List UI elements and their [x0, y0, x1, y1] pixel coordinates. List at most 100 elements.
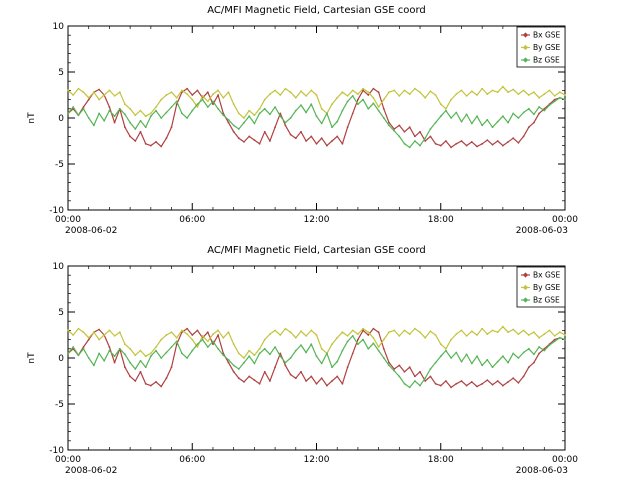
series-marker-bz-gse: [527, 347, 530, 350]
series-marker-by-gse: [341, 331, 344, 334]
series-marker-bx-gse: [253, 379, 256, 381]
series-marker-bx-gse: [253, 139, 256, 142]
series-marker-bz-gse: [351, 95, 354, 97]
series-marker-by-gse: [398, 95, 401, 97]
series-marker-bz-gse: [67, 352, 69, 355]
series-marker-bx-gse: [336, 135, 339, 138]
series-marker-bz-gse: [564, 338, 566, 341]
series-marker-by-gse: [206, 340, 209, 343]
series-marker-bx-gse: [439, 384, 442, 387]
series-marker-bx-gse: [196, 89, 199, 92]
series-marker-by-gse: [419, 331, 421, 334]
series-marker-by-gse: [351, 89, 354, 92]
series-marker-bx-gse: [408, 126, 411, 129]
series-marker-by-gse: [212, 333, 214, 335]
series-marker-bz-gse: [243, 361, 245, 364]
series-marker-bx-gse: [269, 380, 271, 382]
series-marker-by-gse: [170, 91, 173, 94]
series-marker-by-gse: [93, 331, 95, 334]
series-marker-bx-gse: [124, 366, 126, 369]
series-marker-bz-gse: [429, 368, 432, 370]
series-marker-by-gse: [336, 336, 339, 339]
series-marker-bz-gse: [419, 144, 421, 147]
series-marker-bz-gse: [496, 360, 499, 363]
series-marker-bz-gse: [450, 357, 452, 359]
series-marker-bx-gse: [553, 338, 556, 341]
series-marker-bx-gse: [263, 130, 266, 133]
series-marker-by-gse: [429, 330, 432, 333]
series-marker-bz-gse: [470, 362, 473, 365]
series-marker-bz-gse: [388, 124, 390, 127]
series-marker-bx-gse: [149, 384, 152, 387]
series-marker-bz-gse: [206, 346, 209, 348]
series-marker-bx-gse: [408, 366, 411, 369]
series-marker-bz-gse: [170, 346, 173, 348]
series-marker-by-gse: [548, 89, 551, 92]
series-marker-bx-gse: [434, 142, 437, 145]
series-marker-bz-gse: [496, 120, 499, 123]
series-marker-bz-gse: [181, 352, 183, 355]
series-marker-by-gse: [124, 343, 126, 346]
series-marker-bz-gse: [465, 353, 468, 356]
series-marker-bx-gse: [346, 366, 349, 369]
series-marker-bx-gse: [398, 364, 401, 367]
series-marker-by-gse: [315, 94, 318, 96]
series-marker-by-gse: [263, 338, 266, 341]
series-marker-bx-gse: [486, 139, 489, 142]
series-marker-bz-gse: [455, 351, 458, 354]
series-marker-by-gse: [486, 333, 489, 335]
series-marker-by-gse: [284, 87, 287, 90]
series-marker-bz-gse: [72, 106, 75, 108]
series-marker-bx-gse: [476, 145, 478, 148]
series-marker-by-gse: [258, 347, 261, 350]
series-marker-bx-gse: [357, 338, 359, 341]
series-marker-bx-gse: [98, 328, 100, 331]
series-marker-bz-gse: [414, 140, 416, 142]
series-marker-bx-gse: [212, 103, 214, 106]
series-marker-by-gse: [118, 91, 121, 94]
series-marker-by-gse: [269, 93, 271, 95]
series-marker-by-gse: [553, 335, 556, 337]
series-marker-bx-gse: [196, 329, 199, 332]
series-marker-bx-gse: [455, 382, 458, 385]
series-marker-bz-gse: [527, 107, 530, 110]
series-marker-bx-gse: [165, 377, 168, 380]
y-tick-label: 5: [58, 68, 64, 78]
series-marker-bx-gse: [129, 375, 132, 378]
series-marker-by-gse: [439, 103, 442, 106]
series-marker-bx-gse: [527, 126, 530, 129]
series-marker-bx-gse: [522, 375, 525, 378]
series-marker-by-gse: [527, 94, 530, 96]
series-marker-by-gse: [408, 93, 411, 95]
series-marker-by-gse: [465, 95, 468, 97]
series-marker-bx-gse: [543, 107, 546, 110]
series-marker-bx-gse: [393, 368, 396, 370]
series-marker-bx-gse: [398, 124, 401, 127]
series-marker-by-gse: [222, 96, 225, 99]
series-marker-by-gse: [294, 336, 297, 339]
series-marker-by-gse: [403, 329, 406, 332]
series-marker-bx-gse: [263, 370, 266, 373]
series-marker-by-gse: [419, 91, 421, 94]
plot-frame: [67, 25, 566, 211]
series-marker-by-gse: [232, 343, 235, 346]
series-marker-bx-gse: [533, 361, 535, 364]
series-marker-by-gse: [87, 336, 90, 339]
series-marker-bz-gse: [248, 115, 251, 118]
series-marker-bz-gse: [507, 361, 509, 364]
series-marker-bz-gse: [206, 106, 209, 108]
series-marker-by-gse: [113, 335, 116, 337]
series-marker-bx-gse: [248, 375, 251, 378]
series-marker-bz-gse: [253, 362, 256, 365]
series-marker-bx-gse: [310, 135, 313, 138]
series-marker-by-gse: [445, 347, 447, 350]
series-marker-by-gse: [367, 91, 370, 94]
series-marker-bz-gse: [382, 357, 385, 359]
series-marker-by-gse: [124, 103, 126, 106]
series-marker-bz-gse: [87, 357, 90, 359]
series-marker-bz-gse: [263, 107, 266, 110]
series-marker-bx-gse: [507, 141, 509, 143]
series-marker-by-gse: [372, 96, 375, 99]
series-marker-by-gse: [263, 98, 266, 101]
series-marker-bz-gse: [507, 121, 509, 124]
